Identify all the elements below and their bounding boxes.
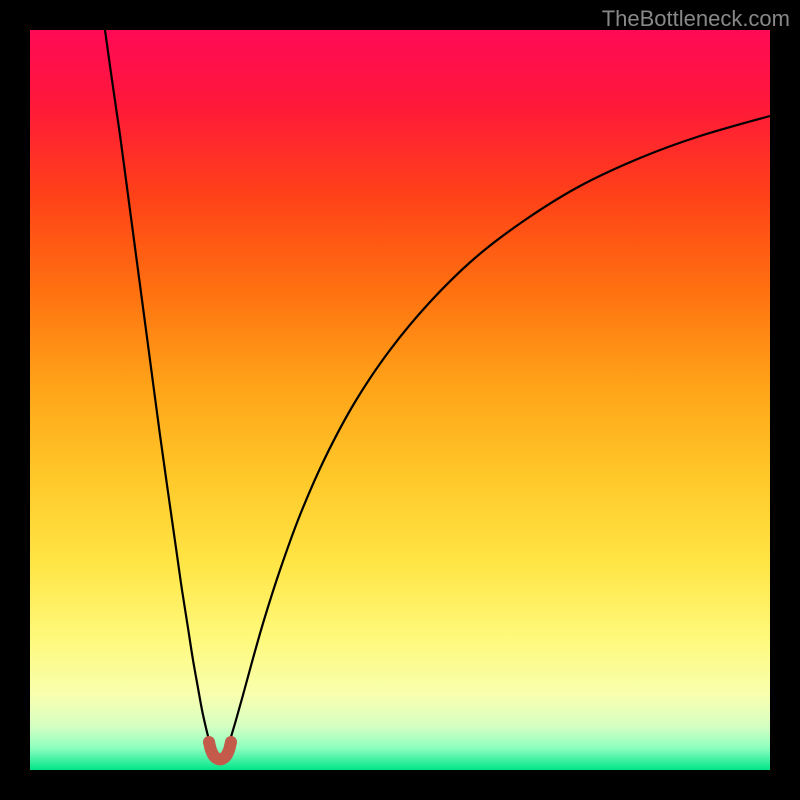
watermark-text: TheBottleneck.com	[602, 6, 790, 32]
bottleneck-curves	[30, 30, 770, 770]
chart-plot-area	[30, 30, 770, 770]
curve-right-branch	[228, 116, 770, 748]
curve-valley-cap	[209, 742, 231, 759]
curve-left-branch	[105, 30, 211, 748]
